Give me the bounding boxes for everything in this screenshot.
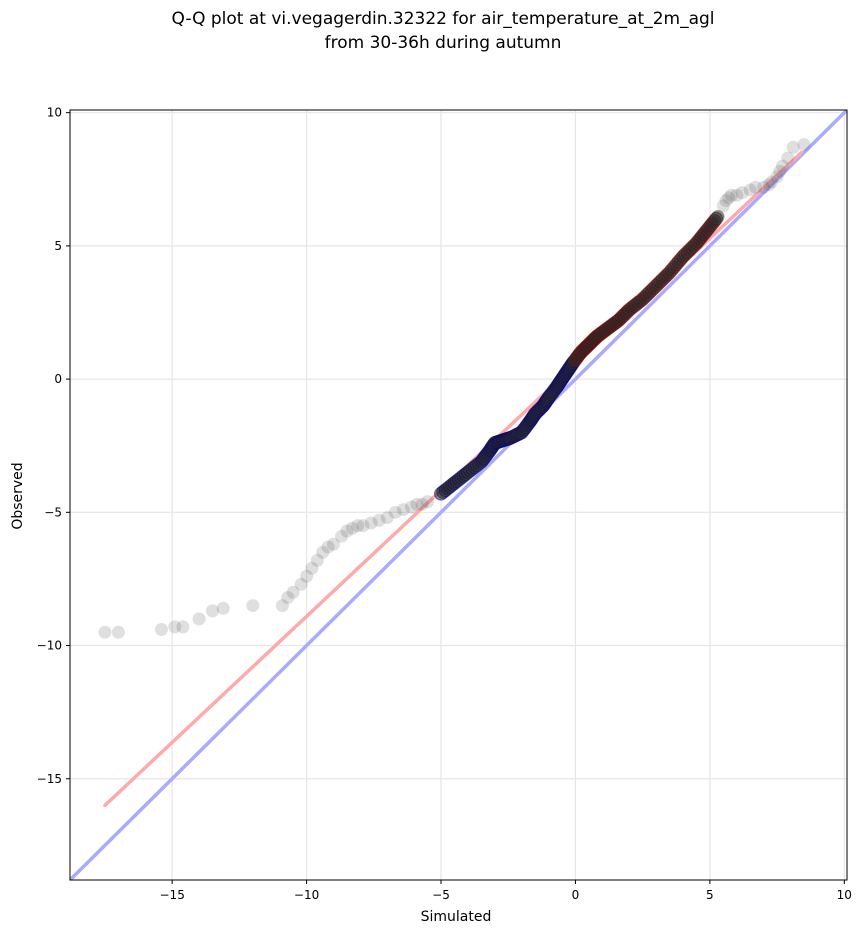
data-point: [730, 188, 744, 202]
data-point: [305, 561, 319, 575]
data-point: [275, 599, 289, 613]
data-point: [775, 159, 789, 173]
data-point: [380, 511, 394, 525]
data-point: [281, 591, 295, 605]
quantile-points: [98, 138, 811, 639]
data-point: [762, 178, 776, 192]
data-point: [246, 599, 260, 613]
y-tick-label: 0: [54, 372, 62, 386]
data-point: [724, 188, 738, 202]
data-point: [711, 210, 725, 224]
data-point: [421, 495, 435, 509]
data-point: [364, 516, 378, 530]
data-point: [415, 497, 429, 511]
data-point: [176, 620, 190, 634]
data-point: [98, 625, 112, 639]
data-point: [154, 623, 168, 637]
data-point: [326, 537, 340, 551]
y-tick-label: 10: [47, 106, 62, 120]
plot-border: [69, 109, 848, 881]
data-point: [372, 513, 386, 527]
data-point: [410, 497, 424, 511]
data-point: [340, 524, 354, 538]
data-point: [765, 175, 779, 189]
data-point: [404, 500, 418, 514]
data-point: [797, 138, 811, 152]
data-point: [316, 545, 330, 559]
data-point: [205, 604, 219, 618]
axis-ticks: −15 −10 −5 0 5 10 −15 −10 −5 0 5 10: [37, 106, 852, 902]
data-point: [335, 529, 349, 543]
data-point: [216, 601, 230, 615]
plot-frame: [69, 109, 848, 881]
x-tick-label: 5: [706, 888, 714, 902]
chart-title-line-1: Q-Q plot at vi.vegagerdin.32322 for air_…: [171, 9, 714, 29]
data-point: [192, 612, 206, 626]
data-point: [716, 199, 730, 213]
x-tick-label: −15: [160, 888, 185, 902]
y-tick-label: 5: [54, 239, 62, 253]
data-point: [345, 521, 359, 535]
data-point: [735, 186, 749, 200]
x-tick-label: 10: [837, 888, 852, 902]
grid: [70, 110, 847, 880]
data-point: [786, 140, 800, 154]
data-point: [300, 569, 314, 583]
one-to-one-line: [70, 110, 847, 880]
data-point: [111, 625, 125, 639]
x-tick-label: 0: [572, 888, 580, 902]
y-tick-label: −10: [37, 639, 62, 653]
data-point: [168, 620, 182, 634]
data-point: [351, 519, 365, 533]
data-point: [757, 180, 771, 194]
data-point: [286, 585, 300, 599]
y-axis-label: Observed: [10, 462, 26, 529]
y-tick-label: −5: [44, 505, 62, 519]
x-axis-label: Simulated: [421, 909, 492, 925]
data-point: [396, 503, 410, 517]
data-point: [781, 151, 795, 165]
data-point: [294, 577, 308, 591]
data-point: [770, 170, 784, 184]
x-tick-label: −5: [432, 888, 450, 902]
data-point: [356, 519, 370, 533]
data-point: [743, 183, 757, 197]
y-tick-label: −15: [37, 772, 62, 786]
data-point: [722, 191, 736, 205]
data-point: [310, 553, 324, 567]
x-tick-label: −10: [294, 888, 319, 902]
reference-lines: [70, 110, 847, 880]
data-point: [388, 505, 402, 519]
chart-title-line-2: from 30-36h during autumn: [325, 33, 562, 53]
data-point: [749, 180, 763, 194]
data-point: [719, 194, 733, 208]
data-point: [321, 540, 335, 554]
data-point: [773, 164, 787, 178]
